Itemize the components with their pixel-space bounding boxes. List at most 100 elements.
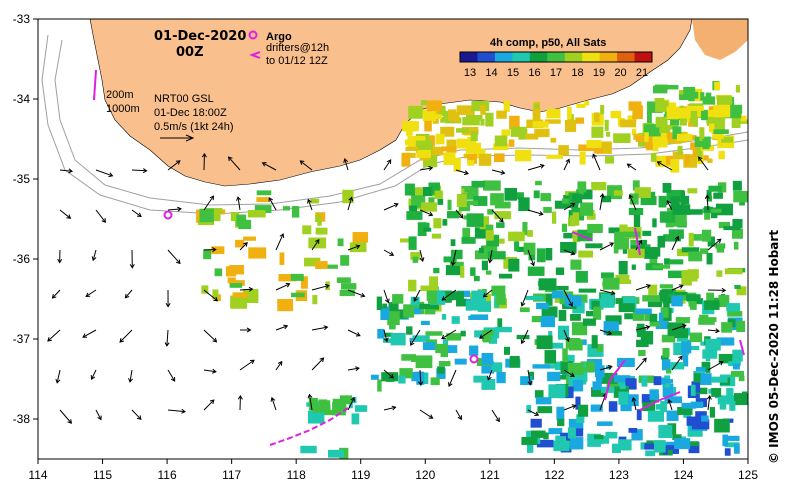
sst-pixel [727,311,743,317]
current-vector-head [119,338,125,343]
sst-pixel [681,276,692,286]
sst-pixel [406,211,423,220]
sst-pixel [558,145,569,156]
current-vector-head [527,380,533,386]
current-vector-head [55,378,61,384]
current-vector [419,409,433,419]
sst-pixel [421,202,438,212]
sst-pixel [675,317,690,324]
sst-pixel [410,252,421,260]
sst-pixel [528,249,536,261]
sst-pixel [230,211,239,222]
sst-pixel [692,115,698,127]
sst-pixel [462,227,471,238]
sst-pixel [641,375,648,387]
sst-pixel [652,218,657,228]
current-vector-head [177,206,182,212]
current-vector [707,329,720,332]
sst-pixel [456,138,470,149]
sst-pixel [710,376,728,383]
drifter-track [269,407,349,446]
current-vector-head [520,301,526,307]
sst-pixel [677,406,693,415]
current-vector [308,394,313,411]
sst-pixel [623,231,641,238]
sst-pixel [708,121,718,133]
current-vector [347,397,355,411]
sst-pixel [562,348,568,363]
current-vector-head [249,359,255,365]
sst-pixel [485,270,492,275]
sst-pixel [593,146,603,154]
current-vector [167,369,176,382]
sst-pixel [701,415,709,422]
sst-pixel [701,229,712,242]
sst-pixel [453,111,460,123]
current-vector [82,329,97,338]
current-vector [383,249,394,256]
sst-pixel [613,375,631,383]
current-vector [237,196,241,211]
sst-pixel [534,390,544,398]
sst-pixel [575,117,585,124]
current-vector [489,249,493,263]
sst-pixel [621,443,631,451]
isobath-200-label: 200m [106,89,134,101]
sst-pixel [456,128,469,133]
sst-pixel [565,440,576,447]
sst-pixel [636,409,642,421]
current-vector [47,329,61,342]
current-vector [59,209,71,219]
sst-pixel [674,438,691,450]
current-vector-head [391,405,397,411]
current-vector [347,245,360,251]
sst-pixel [713,104,731,118]
current-vector [131,209,142,217]
drifter-track [93,69,97,101]
sst-pixel [681,402,697,409]
sst-pixel [693,373,701,383]
sst-pixel [256,197,269,203]
sst-pixel [460,265,465,278]
sst-pixel [717,395,736,405]
sst-pixel [586,311,595,317]
sst-pixel [672,151,684,160]
current-vector [59,169,73,172]
sst-pixel [494,153,505,163]
current-vector-head [384,298,390,304]
sst-pixel [662,182,672,193]
current-vectors [47,152,727,424]
current-vector [203,195,214,211]
sst-pixel [435,133,445,145]
sst-field [196,81,748,459]
sst-pixel [442,219,448,226]
current-vector-head [645,283,651,289]
sst-pixel [700,109,708,121]
sst-pixel [341,283,357,290]
sst-pixel [497,318,503,330]
current-vector [383,329,388,342]
sst-pixel [724,448,731,456]
lon-tick-label: 116 [158,468,177,482]
sst-pixel [636,339,649,348]
sst-pixel [682,352,689,367]
sst-pixel [473,196,488,206]
sst-pixel [696,145,703,158]
drifter-tracks [93,69,745,446]
sst-pixel [430,303,439,310]
sst-pixel [716,270,723,277]
sst-pixel [654,97,665,104]
current-vector-head [323,325,329,331]
sst-pixel [468,315,475,320]
current-vector-head [91,256,97,262]
lon-tick-label: 125 [738,468,758,482]
sst-pixel [708,185,722,192]
sst-pixel [691,234,702,241]
current-vector [599,289,615,295]
sst-pixel [649,313,655,326]
sst-pixel [632,105,643,120]
sst-pixel [278,274,297,282]
sst-pixel [685,154,690,165]
sst-pixel [339,289,355,297]
sst-pixel [528,371,535,380]
